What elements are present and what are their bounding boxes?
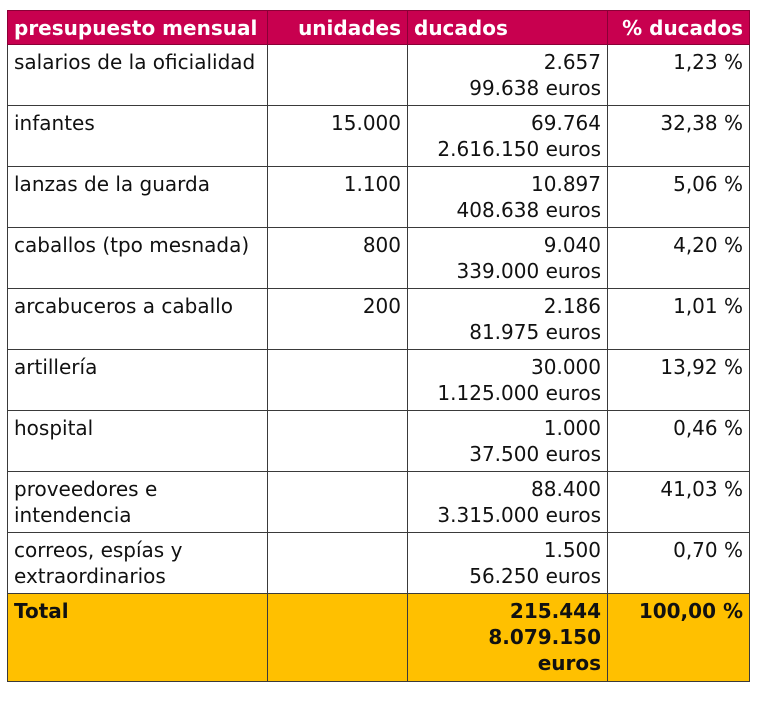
total-euros-amount: 8.079.150 bbox=[488, 625, 601, 649]
table-row: proveedores e intendencia 88.400 3.315.00… bbox=[7, 471, 750, 533]
row-ducats-value: 88.400 bbox=[531, 477, 601, 501]
row-ducats-value: 1.000 bbox=[543, 416, 601, 440]
row-units bbox=[267, 532, 408, 594]
row-ducats: 2.186 81.975 euros bbox=[407, 288, 608, 350]
row-euros-value: 408.638 euros bbox=[456, 198, 601, 222]
row-ducats: 1.000 37.500 euros bbox=[407, 410, 608, 472]
row-euros-value: 99.638 euros bbox=[469, 76, 601, 100]
row-pct: 4,20 % bbox=[607, 227, 750, 289]
table-row: lanzas de la guarda 1.100 10.897 408.638 … bbox=[7, 166, 750, 228]
row-units bbox=[267, 410, 408, 472]
row-pct: 0,46 % bbox=[607, 410, 750, 472]
row-ducats-value: 1.500 bbox=[543, 538, 601, 562]
row-euros-value: 81.975 euros bbox=[469, 320, 601, 344]
row-ducats-value: 30.000 bbox=[531, 355, 601, 379]
row-ducats: 1.500 56.250 euros bbox=[407, 532, 608, 594]
row-concept: arcabuceros a caballo bbox=[7, 288, 268, 350]
row-units bbox=[267, 349, 408, 411]
row-ducats-value: 2.186 bbox=[543, 294, 601, 318]
total-label: Total bbox=[7, 593, 268, 682]
header-ducats: ducados bbox=[407, 10, 608, 45]
table-row: caballos (tpo mesnada) 800 9.040 339.000 … bbox=[7, 227, 750, 289]
table-row: salarios de la oficialidad 2.657 99.638 e… bbox=[7, 44, 750, 106]
row-units: 200 bbox=[267, 288, 408, 350]
row-pct: 5,06 % bbox=[607, 166, 750, 228]
row-euros-value: 339.000 euros bbox=[456, 259, 601, 283]
budget-table: presupuesto mensual unidades ducados % d… bbox=[7, 10, 750, 682]
row-units: 800 bbox=[267, 227, 408, 289]
row-concept: artillería bbox=[7, 349, 268, 411]
row-concept: caballos (tpo mesnada) bbox=[7, 227, 268, 289]
row-units: 15.000 bbox=[267, 105, 408, 167]
total-ducats: 215.444 8.079.150 euros bbox=[407, 593, 608, 682]
row-ducats: 2.657 99.638 euros bbox=[407, 44, 608, 106]
row-units: 1.100 bbox=[267, 166, 408, 228]
row-ducats-value: 9.040 bbox=[543, 233, 601, 257]
header-concept: presupuesto mensual bbox=[7, 10, 268, 45]
total-pct: 100,00 % bbox=[607, 593, 750, 682]
header-units: unidades bbox=[267, 10, 408, 45]
row-euros-value: 37.500 euros bbox=[469, 442, 601, 466]
row-euros-value: 56.250 euros bbox=[469, 564, 601, 588]
row-ducats: 10.897 408.638 euros bbox=[407, 166, 608, 228]
row-pct: 32,38 % bbox=[607, 105, 750, 167]
row-ducats-value: 2.657 bbox=[543, 50, 601, 74]
row-euros-value: 3.315.000 euros bbox=[437, 503, 601, 527]
row-concept: infantes bbox=[7, 105, 268, 167]
total-ducats-value: 215.444 bbox=[509, 599, 601, 623]
row-units bbox=[267, 44, 408, 106]
row-pct: 1,01 % bbox=[607, 288, 750, 350]
row-pct: 41,03 % bbox=[607, 471, 750, 533]
total-euros-unit: euros bbox=[537, 651, 601, 675]
table-row: correos, espías y extraordinarios 1.500 5… bbox=[7, 532, 750, 594]
row-units bbox=[267, 471, 408, 533]
header-row: presupuesto mensual unidades ducados % d… bbox=[7, 10, 750, 45]
row-pct: 13,92 % bbox=[607, 349, 750, 411]
row-pct: 1,23 % bbox=[607, 44, 750, 106]
total-row: Total 215.444 8.079.150 euros 100,00 % bbox=[7, 593, 750, 682]
header-pct: % ducados bbox=[607, 10, 750, 45]
table-row: hospital 1.000 37.500 euros 0,46 % bbox=[7, 410, 750, 472]
table-row: infantes 15.000 69.764 2.616.150 euros 32… bbox=[7, 105, 750, 167]
row-euros-value: 1.125.000 euros bbox=[437, 381, 601, 405]
row-concept: correos, espías y extraordinarios bbox=[7, 532, 268, 594]
row-ducats: 9.040 339.000 euros bbox=[407, 227, 608, 289]
row-ducats: 69.764 2.616.150 euros bbox=[407, 105, 608, 167]
row-pct: 0,70 % bbox=[607, 532, 750, 594]
table-row: arcabuceros a caballo 200 2.186 81.975 eu… bbox=[7, 288, 750, 350]
row-concept: proveedores e intendencia bbox=[7, 471, 268, 533]
row-ducats: 88.400 3.315.000 euros bbox=[407, 471, 608, 533]
total-units bbox=[267, 593, 408, 682]
row-euros-value: 2.616.150 euros bbox=[437, 137, 601, 161]
row-ducats-value: 69.764 bbox=[531, 111, 601, 135]
row-ducats: 30.000 1.125.000 euros bbox=[407, 349, 608, 411]
row-concept: hospital bbox=[7, 410, 268, 472]
row-concept: salarios de la oficialidad bbox=[7, 44, 268, 106]
row-ducats-value: 10.897 bbox=[531, 172, 601, 196]
table-row: artillería 30.000 1.125.000 euros 13,92 % bbox=[7, 349, 750, 411]
row-concept: lanzas de la guarda bbox=[7, 166, 268, 228]
